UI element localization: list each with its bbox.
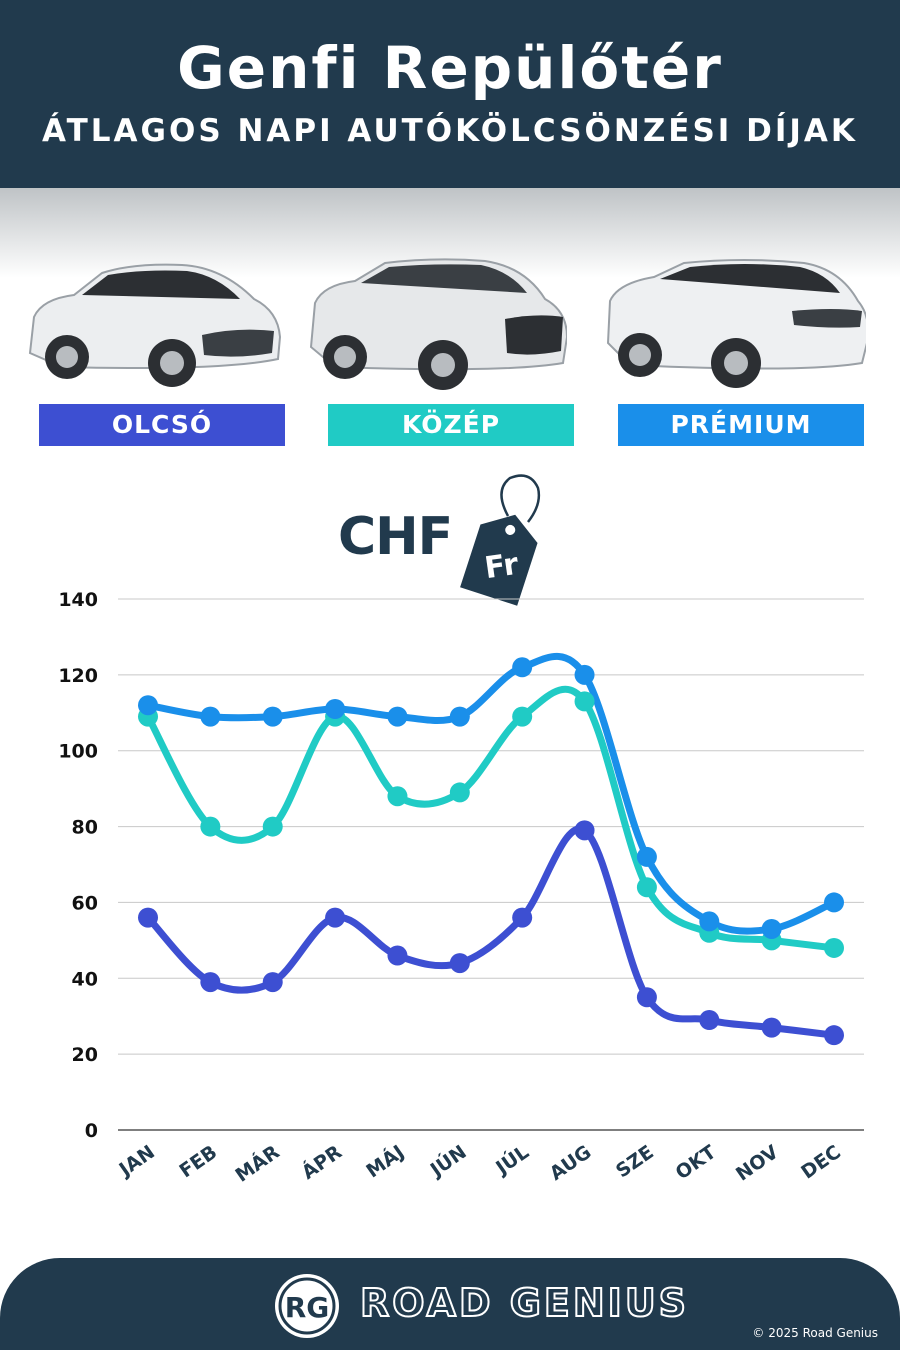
data-point (262, 706, 283, 727)
data-point (449, 953, 470, 974)
category-badge-kozep: KÖZÉP (328, 404, 574, 446)
data-point (200, 706, 221, 727)
page-title: Genfi Repülőtér (177, 34, 723, 102)
y-tick-label: 80 (72, 817, 98, 839)
x-tick-label: JÚN (424, 1139, 471, 1182)
x-tick-label: AUG (546, 1141, 596, 1185)
data-point (824, 937, 844, 958)
suv-car-icon (309, 258, 567, 390)
data-point (636, 877, 657, 898)
data-point (636, 846, 657, 867)
currency-label: CHF (338, 507, 453, 567)
data-point (699, 911, 720, 932)
y-tick-label: 140 (58, 589, 98, 611)
category-badge-olcso: OLCSÓ (39, 404, 285, 446)
header-banner: Genfi Repülőtér ÁTLAGOS NAPI AUTÓKÖLCSÖN… (0, 0, 900, 188)
x-tick-label: NOV (732, 1141, 783, 1186)
svg-text:RG: RG (285, 1291, 330, 1324)
data-point (387, 706, 408, 727)
data-point (138, 907, 158, 928)
brand-name: ROAD GENIUS (359, 1280, 690, 1326)
data-point (325, 698, 346, 719)
data-point (824, 892, 844, 913)
y-tick-label: 60 (72, 892, 98, 914)
data-point (200, 972, 221, 993)
x-tick-label: JÚL (489, 1139, 533, 1180)
data-point (262, 816, 283, 837)
x-tick-label: FEB (175, 1141, 221, 1182)
data-point (449, 782, 470, 803)
data-point (761, 918, 782, 939)
chart-grid (118, 598, 864, 1131)
y-axis-labels: 0 20 40 60 80 100 120 140 (58, 589, 98, 1142)
data-point (512, 657, 533, 678)
data-point (262, 972, 283, 993)
page-subtitle: ÁTLAGOS NAPI AUTÓKÖLCSÖNZÉSI DÍJAK (42, 113, 858, 149)
data-point (699, 1010, 720, 1031)
data-point (449, 706, 470, 727)
y-tick-label: 120 (58, 665, 98, 687)
data-point (636, 987, 657, 1008)
price-tag-icon: Fr (460, 474, 541, 606)
x-tick-label: OKT (672, 1141, 721, 1184)
data-point (761, 1017, 782, 1038)
line-chart: 0 20 40 60 80 100 120 140 JAN FEB MÁR ÁPR MÁJ JÚN JÚL… (58, 589, 864, 1187)
data-point (325, 907, 346, 928)
y-tick-label: 100 (58, 741, 98, 763)
data-point (512, 907, 533, 928)
data-point (387, 786, 408, 807)
footer-bar (0, 1258, 900, 1350)
x-tick-label: JAN (114, 1141, 159, 1182)
copyright-text: © 2025 Road Genius (752, 1326, 878, 1340)
x-tick-label: SZE (612, 1141, 658, 1182)
y-tick-label: 40 (72, 968, 98, 990)
series-points (138, 657, 844, 1046)
series-line (144, 685, 838, 952)
y-tick-label: 0 (85, 1120, 98, 1142)
x-tick-label: MÁR (231, 1140, 284, 1187)
road-genius-logo-icon: RG (275, 1274, 339, 1338)
data-point (200, 816, 221, 837)
y-tick-label: 20 (72, 1044, 98, 1066)
data-point (387, 945, 408, 966)
data-point (574, 691, 595, 712)
category-badge-premium: PRÉMIUM (618, 404, 864, 446)
data-point (138, 695, 158, 716)
x-tick-label: MÁJ (362, 1140, 409, 1182)
data-point (512, 706, 533, 727)
x-tick-label: DEC (797, 1141, 845, 1184)
x-axis-labels: JAN FEB MÁR ÁPR MÁJ JÚN JÚL AUG SZE OKT NOV DEC (114, 1139, 845, 1186)
hatchback-car-icon (28, 263, 282, 387)
data-point (574, 820, 595, 841)
currency-tag-text: Fr (483, 547, 521, 586)
x-tick-label: ÁPR (297, 1140, 346, 1184)
data-point (824, 1025, 844, 1046)
data-point (574, 664, 595, 685)
premium-suv-car-icon (606, 259, 866, 388)
series-line (144, 653, 838, 935)
